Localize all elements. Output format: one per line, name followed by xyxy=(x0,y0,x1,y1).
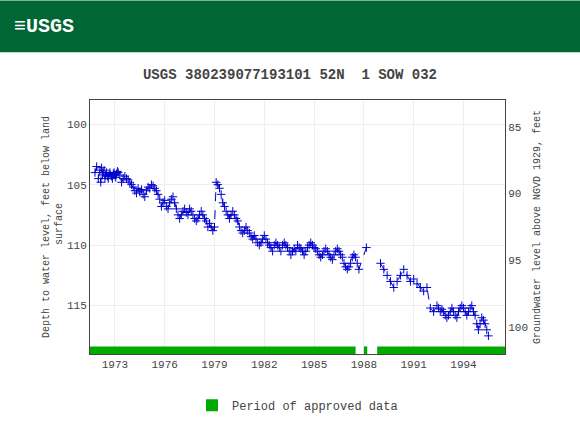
svg-text:100: 100 xyxy=(508,322,528,334)
svg-text:1988: 1988 xyxy=(351,359,377,371)
svg-text:110: 110 xyxy=(67,240,87,252)
svg-text:105: 105 xyxy=(67,180,87,192)
svg-text:90: 90 xyxy=(508,188,521,200)
svg-text:100: 100 xyxy=(67,119,87,131)
svg-text:1979: 1979 xyxy=(201,359,227,371)
svg-text:1985: 1985 xyxy=(301,359,327,371)
svg-text:85: 85 xyxy=(508,122,521,134)
svg-text:1976: 1976 xyxy=(151,359,177,371)
svg-text:Period of approved data: Period of approved data xyxy=(232,400,398,414)
svg-text:115: 115 xyxy=(67,300,87,312)
svg-text:USGS 380239077193101 52N 1 SO: USGS 380239077193101 52N 1 SOW 032 xyxy=(143,67,437,83)
svg-text:1991: 1991 xyxy=(400,359,427,371)
svg-text:Depth to water level, feet bel: Depth to water level, feet below land su… xyxy=(41,116,65,338)
svg-text:95: 95 xyxy=(508,255,521,267)
svg-text:≡USGS: ≡USGS xyxy=(14,15,74,38)
svg-text:Groundwater level above NGVD 1: Groundwater level above NGVD 1929, feet xyxy=(532,110,543,344)
svg-text:1982: 1982 xyxy=(251,359,277,371)
svg-text:1973: 1973 xyxy=(102,359,128,371)
svg-text:1994: 1994 xyxy=(450,359,477,371)
